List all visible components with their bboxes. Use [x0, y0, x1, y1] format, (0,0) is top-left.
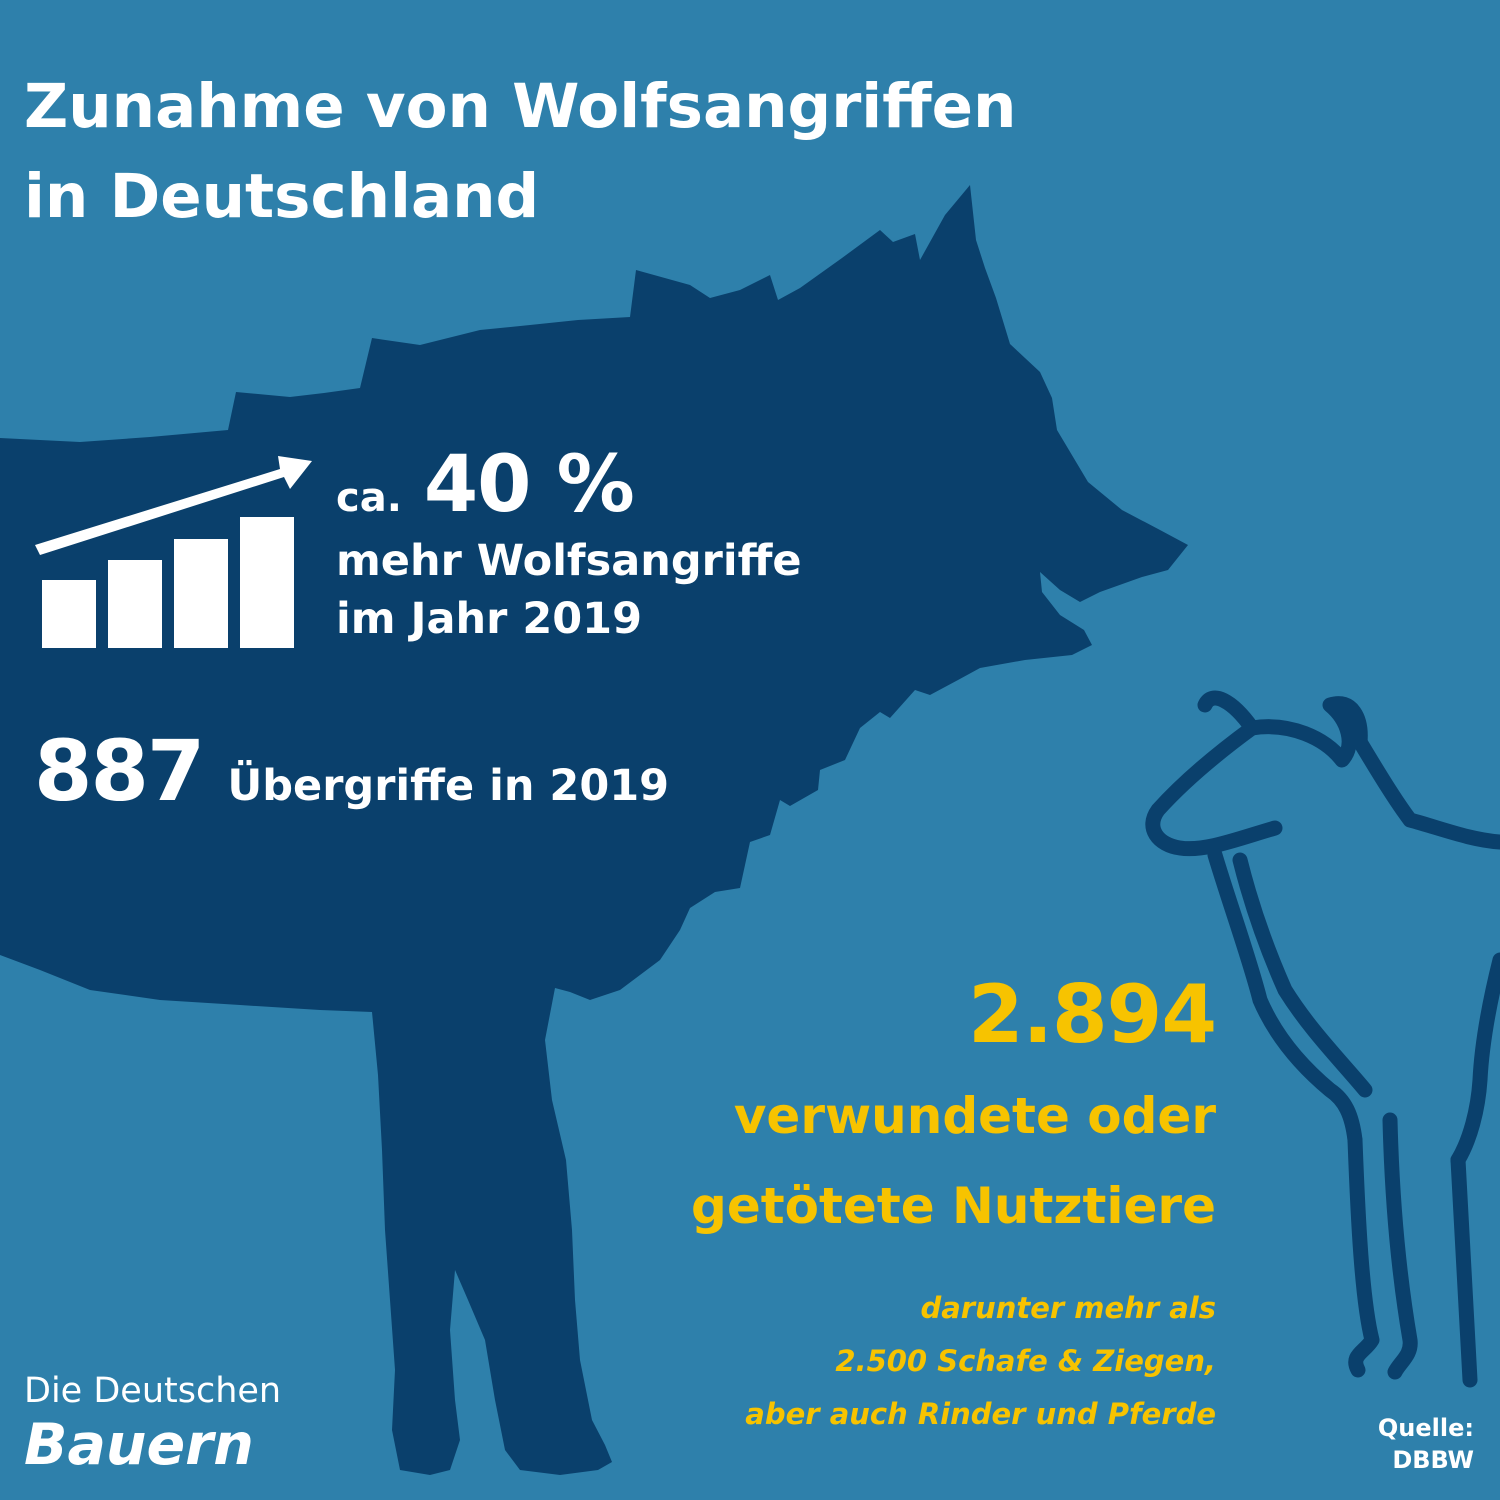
animals-value: 2.894 [967, 968, 1217, 1061]
increase-line-1: mehr Wolfsangriffe [336, 536, 802, 586]
animals-note-line-3: aber auch Rinder und Pferde [745, 1397, 1216, 1431]
logo-line-1: Die Deutschen [24, 1371, 282, 1411]
animals-note-line-2: 2.500 Schafe & Ziegen, [835, 1344, 1216, 1378]
source-name: DBBW [1392, 1446, 1474, 1474]
animals-line-2: getötete Nutztiere [691, 1177, 1216, 1235]
sheep-outline-icon [1145, 690, 1500, 1388]
increase-prefix: ca. [336, 475, 402, 521]
incidents-value: 887 [34, 722, 205, 820]
source-label: Quelle: [1377, 1414, 1474, 1442]
animals-line-1: verwundete oder [733, 1087, 1216, 1145]
wolf-silhouette-icon [0, 185, 1188, 1475]
title-line-1: Zunahme von Wolfsangriffen [24, 71, 1017, 142]
page-title: Zunahme von Wolfsangriffen in Deutschlan… [24, 62, 1224, 242]
incidents-label: Übergriffe in 2019 [227, 761, 670, 811]
animals-note: darunter mehr als 2.500 Schafe & Ziegen,… [745, 1282, 1216, 1441]
title-line-2: in Deutschland [24, 161, 540, 232]
source-credit: Quelle: DBBW [1378, 1412, 1474, 1476]
animals-note-line-1: darunter mehr als [920, 1291, 1216, 1325]
incidents-stat: 887 Übergriffe in 2019 [34, 722, 669, 820]
bar-chart-arrow-icon [35, 456, 312, 648]
logo-line-2: Bauern [24, 1412, 254, 1478]
animals-stat: 2.894 verwundete oder getötete Nutztiere [691, 965, 1217, 1245]
increase-value: 40 % [423, 440, 635, 530]
increase-line-2: im Jahr 2019 [336, 594, 642, 644]
increase-stat: ca. 40 % mehr Wolfsangriffe im Jahr 2019 [336, 440, 802, 648]
brand-logo: Die Deutschen Bauern [24, 1368, 281, 1476]
